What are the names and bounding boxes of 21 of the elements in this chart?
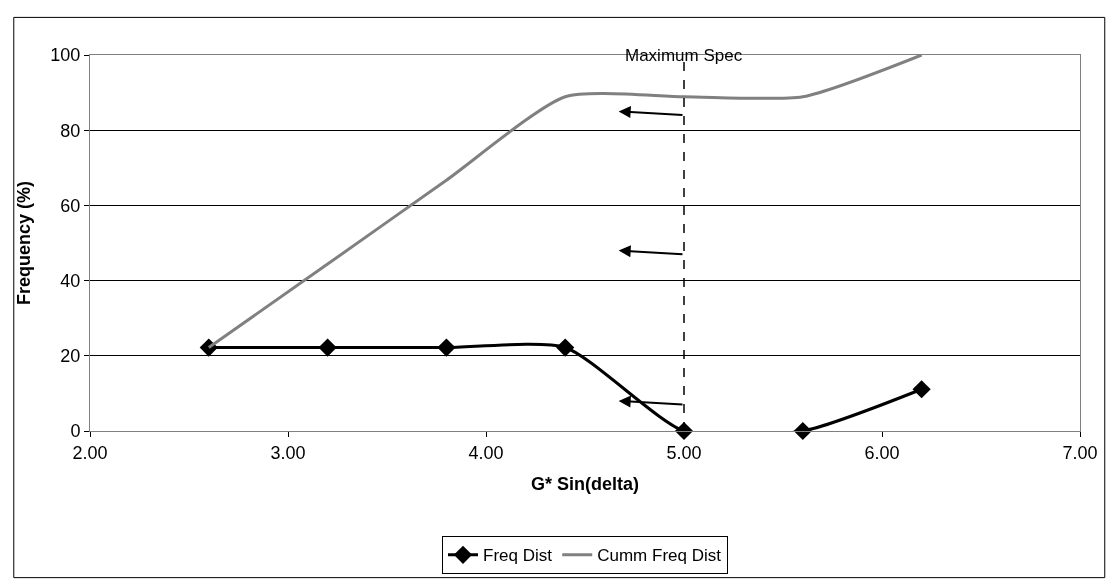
x-tick-label: 7.00	[1062, 442, 1098, 463]
point	[556, 338, 575, 357]
point	[912, 380, 931, 399]
y-tick-label: 60	[60, 195, 81, 216]
y-axis-title: Frequency (%)	[13, 180, 34, 306]
ref-line-label: Maximum Spec	[625, 46, 743, 65]
x-tick-label: 3.00	[270, 442, 306, 463]
x-tick-label: 4.00	[468, 442, 504, 463]
point	[318, 338, 337, 357]
y-tick-label: 80	[60, 120, 81, 141]
x-tick-label: 2.00	[72, 442, 108, 463]
x-axis-title: G* Sin(delta)	[530, 473, 640, 494]
x-tick-label: 6.00	[864, 442, 900, 463]
legend-label: Cumm Freq Dist	[597, 546, 722, 566]
legend-label: Freq Dist	[483, 546, 553, 566]
y-tick-label: 40	[60, 270, 81, 291]
point	[437, 338, 456, 357]
y-tick-label: 100	[50, 45, 81, 66]
y-tick-label: 20	[60, 346, 81, 367]
x-tick-label: 5.00	[666, 442, 702, 463]
y-tick-label: 0	[70, 421, 81, 442]
